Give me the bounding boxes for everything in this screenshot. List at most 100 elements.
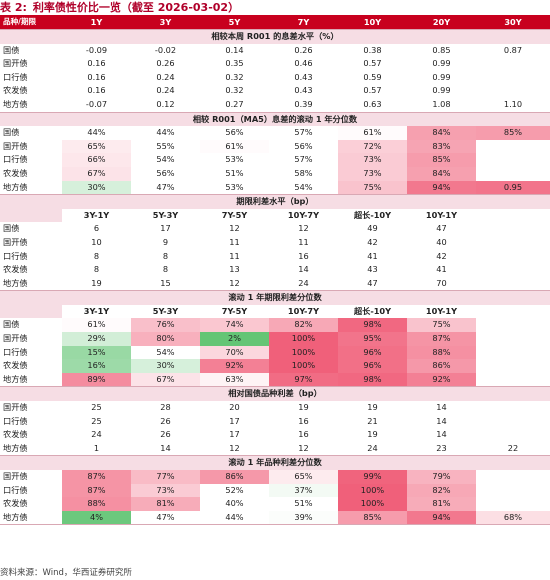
- table-cell: 29%: [62, 332, 131, 346]
- table-row: 国开债 0.16 0.26 0.35 0.46 0.57 0.99: [0, 57, 550, 71]
- table-cell: 0.99: [432, 71, 451, 82]
- table-cell: 74%: [200, 318, 269, 333]
- column-head: 10Y-7Y: [287, 209, 320, 220]
- table-row: 口行债 0.16 0.24 0.32 0.43 0.59 0.99: [0, 71, 550, 85]
- table-row: 口行债 66% 54% 53% 57% 73% 85%: [0, 153, 550, 167]
- table-cell: 14: [131, 441, 200, 457]
- table-cell: 56%: [200, 126, 269, 140]
- section-title: 相较本周 R001 的息差水平（%）: [0, 28, 550, 44]
- table-cell: 26: [160, 429, 171, 440]
- table-cell: 40%: [200, 497, 269, 511]
- table-cell: 70: [407, 276, 476, 292]
- table-cell: 24: [338, 441, 407, 457]
- column-head: 5Y-3Y: [152, 209, 179, 220]
- table-cell: 13: [229, 264, 240, 275]
- row-label: 国开债: [3, 236, 28, 247]
- table-cell: 87%: [62, 470, 131, 484]
- table-row: 地方债 19 15 12 24 47 70: [0, 276, 550, 292]
- table-cell: 8: [162, 250, 169, 261]
- empty-cell: [476, 332, 550, 346]
- table-cell: 14: [436, 402, 447, 413]
- section-title-row: 相较本周 R001 的息差水平（%）: [0, 28, 550, 44]
- table-cell: 19: [62, 276, 131, 292]
- table-cell: [476, 415, 550, 429]
- table-cell: 96%: [338, 359, 407, 373]
- section-title: 滚动 1 年期限利差分位数: [0, 290, 550, 305]
- table-cell: 54%: [131, 345, 200, 360]
- table-cell: 95%: [338, 332, 407, 346]
- table-cell: 54%: [269, 180, 338, 196]
- row-label: 地方债: [0, 97, 62, 113]
- table-cell: 8: [162, 264, 169, 275]
- table-row: 国债 44% 44% 56% 57% 61% 84% 85%: [0, 126, 550, 140]
- empty-cell: [476, 250, 550, 264]
- table-cell: [476, 71, 550, 85]
- table-number: 表 2:: [0, 1, 27, 14]
- table-row: 农发债 88% 81% 40% 51% 100% 81%: [0, 497, 550, 511]
- row-label: 国开债: [3, 333, 28, 344]
- table-cell: 24: [269, 276, 338, 292]
- row-label: 农发债: [3, 498, 28, 509]
- row-label: 口行债: [3, 415, 28, 426]
- table-cell: 65%: [269, 470, 338, 484]
- row-label: 口行债: [3, 484, 28, 495]
- header-col: 30Y: [476, 15, 550, 30]
- table-cell: 4%: [62, 510, 131, 526]
- table-cell: 0.43: [294, 71, 313, 82]
- table-cell: 0.99: [432, 58, 451, 69]
- table-cell: 8: [93, 250, 100, 261]
- section-title-row: 滚动 1 年期限利差分位数: [0, 290, 550, 305]
- table-cell: 30%: [62, 180, 131, 196]
- table-cell: 76%: [131, 318, 200, 333]
- table-cell: 70%: [200, 345, 269, 360]
- row-label: 农发债: [3, 360, 28, 371]
- table-cell: 25: [91, 415, 102, 426]
- table-cell: 53%: [200, 180, 269, 196]
- table-cell: 100%: [338, 483, 407, 498]
- table-cell: 98%: [338, 372, 407, 388]
- row-label: 国开债: [3, 402, 28, 413]
- table-cell: 85%: [338, 510, 407, 526]
- table-cell: 8: [93, 264, 100, 275]
- table-cell: 0.14: [225, 44, 244, 55]
- table-cell: 14: [436, 415, 447, 426]
- table-cell: 82%: [407, 483, 476, 498]
- table-cell: 19: [367, 402, 378, 413]
- table-cell: 81%: [407, 497, 476, 511]
- column-head: 7Y-5Y: [221, 305, 248, 316]
- section-title: 相较 R001（MA5）息差的滚动 1 年分位数: [0, 111, 550, 127]
- table-cell: 96%: [338, 345, 407, 360]
- table-cell: 98%: [338, 318, 407, 333]
- column-head: 7Y-5Y: [221, 209, 248, 220]
- table-row: 国开债 29% 80% 2% 100% 95% 87%: [0, 332, 550, 346]
- table-row: 地方债 4% 47% 44% 39% 85% 94% 68%: [0, 510, 550, 526]
- table-cell: 83%: [407, 139, 476, 154]
- table-cell: 72%: [338, 139, 407, 154]
- table-cell: 82%: [269, 318, 338, 333]
- row-label: 农发债: [3, 264, 28, 275]
- table-cell: 30%: [131, 359, 200, 373]
- table-cell: 16: [298, 429, 309, 440]
- table-cell: 84%: [407, 166, 476, 181]
- table-cell: 68%: [476, 510, 550, 526]
- row-label: 国债: [3, 127, 20, 138]
- table-cell: 11: [229, 236, 240, 247]
- table-row: 农发债 8 8 13 14 43 41: [0, 263, 550, 277]
- empty-cell: [476, 263, 550, 277]
- table-cell: 12: [200, 276, 269, 292]
- table-row: 农发债 67% 56% 51% 58% 73% 84%: [0, 166, 550, 181]
- table-cell: 16: [298, 415, 309, 426]
- source-note: 资料来源：Wind，华西证券研究所: [0, 568, 132, 578]
- table-row: 国开债 25 28 20 19 19 14: [0, 401, 550, 415]
- row-label: 口行债: [3, 71, 28, 82]
- table-cell: 85%: [407, 153, 476, 167]
- table-cell: 20: [229, 402, 240, 413]
- table-cell: 0.26: [156, 58, 175, 69]
- table-cell: 28: [160, 402, 171, 413]
- table-cell: 0.27: [200, 97, 269, 113]
- table-cell: 89%: [62, 372, 131, 388]
- table-row: 口行债 87% 73% 52% 37% 100% 82%: [0, 483, 550, 498]
- table-cell: 53%: [200, 153, 269, 167]
- table-cell: 0.16: [87, 58, 106, 69]
- header-col: 5Y: [200, 15, 269, 30]
